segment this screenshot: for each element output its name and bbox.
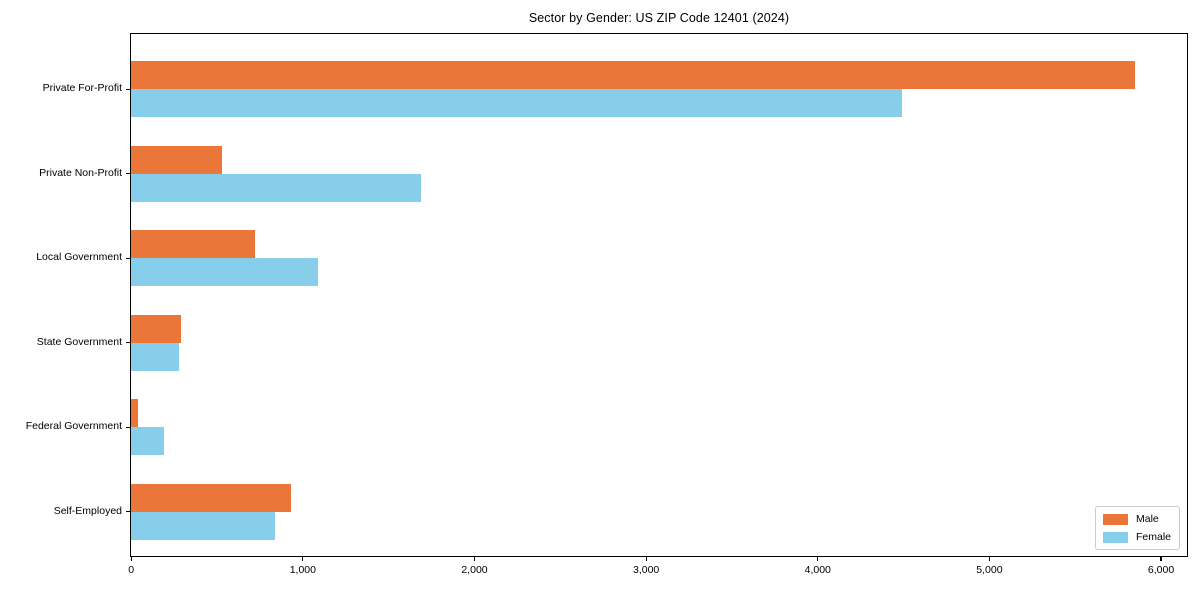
y-tick-mark	[126, 342, 130, 344]
x-tick-mark	[817, 557, 819, 561]
y-category-label: State Government	[36, 335, 122, 348]
bar-male-1	[131, 61, 1136, 89]
legend: Male Female	[1094, 506, 1180, 550]
bar-male-5	[131, 399, 138, 427]
x-tick-label: 6,000	[1147, 564, 1175, 576]
x-tick-label: 0	[128, 564, 135, 576]
y-category-label: Federal Government	[25, 420, 122, 433]
bar-female-4	[131, 342, 180, 371]
chart-title: Sector by Gender: US ZIP Code 12401 (202…	[528, 11, 790, 25]
x-tick-mark	[130, 557, 132, 561]
y-category-label: Private Non-Profit	[39, 166, 122, 179]
y-tick-mark	[126, 426, 130, 428]
y-category-label: Local Government	[36, 251, 122, 264]
legend-swatch-male	[1102, 513, 1128, 525]
legend-item-male: Male	[1102, 513, 1171, 525]
bar-female-6	[131, 511, 276, 540]
legend-label: Female	[1135, 531, 1171, 543]
legend-label: Male	[1135, 513, 1159, 525]
bar-male-2	[131, 145, 222, 174]
bar-female-5	[131, 427, 164, 455]
bar-female-1	[131, 89, 902, 117]
y-tick-mark	[126, 257, 130, 259]
x-tick-label: 2,000	[461, 564, 488, 576]
x-tick-mark	[988, 557, 990, 561]
legend-item-female: Female	[1102, 531, 1171, 543]
bar-female-3	[131, 258, 319, 286]
x-tick-label: 5,000	[976, 564, 1003, 576]
y-category-label: Private For-Profit	[42, 82, 122, 95]
y-tick-mark	[126, 88, 130, 90]
bar-male-6	[131, 483, 291, 512]
x-tick-label: 1,000	[289, 564, 316, 576]
bar-male-4	[131, 314, 181, 343]
legend-swatch-female	[1102, 531, 1128, 543]
x-tick-label: 4,000	[804, 564, 831, 576]
x-tick-mark	[645, 557, 647, 561]
y-category-label: Self-Employed	[53, 504, 122, 517]
y-tick-mark	[126, 511, 130, 513]
x-tick-label: 3,000	[632, 564, 660, 576]
x-tick-mark	[302, 557, 304, 561]
plot-area: Male Female	[130, 33, 1188, 557]
y-tick-mark	[126, 173, 130, 175]
x-tick-mark	[473, 557, 476, 561]
x-tick-mark	[1160, 557, 1162, 561]
bar-female-2	[131, 173, 422, 202]
bar-male-3	[131, 230, 255, 258]
